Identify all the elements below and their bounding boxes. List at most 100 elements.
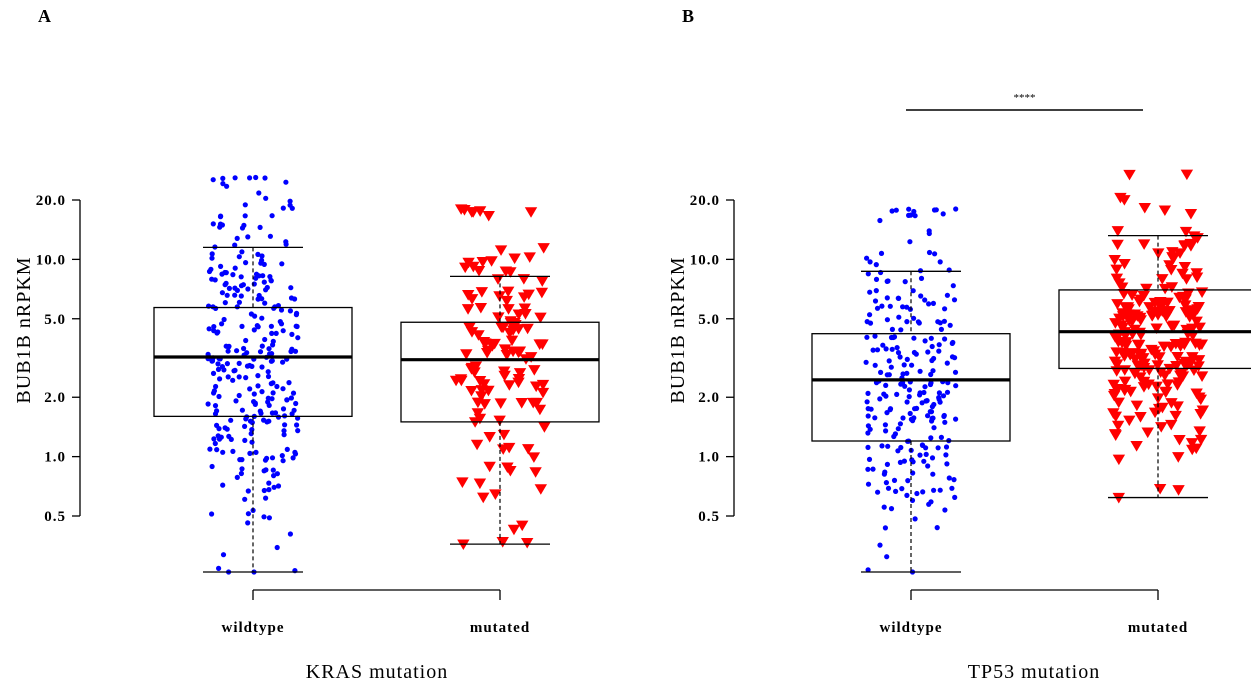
- data-point: [247, 418, 254, 424]
- x-category-label: wildtype: [879, 620, 942, 636]
- data-point: [220, 482, 226, 488]
- data-point: [255, 373, 261, 379]
- data-point: [454, 374, 468, 385]
- data-point: [212, 403, 219, 409]
- data-point: [894, 345, 900, 351]
- data-point: [209, 255, 215, 261]
- data-point: [918, 275, 925, 281]
- data-point: [269, 351, 275, 357]
- panel-a-letter: A: [38, 6, 51, 26]
- data-point: [935, 445, 941, 451]
- data-point: [472, 266, 486, 277]
- data-point: [271, 484, 277, 490]
- data-point: [911, 349, 918, 356]
- panel-a-x-axis: wildtype mutated: [221, 589, 529, 636]
- data-point: [501, 462, 514, 474]
- data-point: [211, 328, 217, 334]
- data-point: [908, 212, 914, 218]
- data-point: [496, 537, 509, 548]
- data-point: [950, 283, 956, 289]
- data-point: [245, 520, 251, 526]
- data-point: [1140, 283, 1153, 295]
- data-point: [230, 377, 236, 383]
- data-point: [220, 449, 226, 455]
- data-point: [1118, 258, 1131, 270]
- data-point: [1138, 202, 1151, 214]
- data-point: [214, 408, 220, 414]
- data-point: [507, 524, 521, 536]
- data-point: [213, 383, 219, 390]
- data-point: [221, 316, 227, 323]
- data-point: [233, 398, 239, 404]
- y-tick-label: 5.0: [44, 312, 66, 328]
- data-point: [936, 342, 942, 348]
- data-point: [941, 318, 948, 324]
- panel-a: A BUB1B nRPKM KRAS mutation 0.5 1.0 2.0 5.0…: [13, 6, 600, 683]
- data-point: [253, 449, 259, 455]
- data-point: [289, 411, 295, 417]
- panel-a-y-axis: 0.5 1.0 2.0 5.0 10.0 20.0: [36, 193, 81, 525]
- data-point: [1172, 452, 1185, 463]
- data-point: [921, 389, 927, 396]
- data-point: [492, 312, 505, 323]
- data-point: [247, 175, 253, 181]
- data-point: [884, 295, 890, 301]
- data-point: [255, 251, 261, 257]
- data-point: [870, 347, 876, 353]
- data-point: [224, 361, 230, 367]
- data-point: [942, 507, 948, 513]
- data-point: [534, 312, 547, 324]
- data-point: [953, 383, 959, 389]
- data-point: [287, 308, 293, 314]
- data-point: [219, 290, 225, 296]
- data-point: [538, 422, 551, 433]
- data-point: [883, 346, 889, 352]
- data-point: [947, 322, 953, 328]
- data-point: [929, 404, 936, 410]
- data-point: [1150, 381, 1163, 393]
- data-point: [243, 260, 249, 266]
- data-point: [1193, 322, 1206, 334]
- data-point: [1186, 323, 1199, 335]
- data-point: [245, 488, 251, 494]
- data-point: [889, 326, 896, 332]
- data-point: [884, 278, 890, 284]
- data-point: [930, 368, 936, 374]
- data-point: [922, 297, 928, 303]
- data-point: [1148, 407, 1162, 419]
- y-tick-label: 2.0: [698, 390, 720, 406]
- data-point: [289, 331, 295, 337]
- data-point: [1117, 289, 1131, 300]
- data-point: [257, 408, 263, 414]
- data-point: [252, 400, 258, 406]
- data-point: [262, 457, 269, 463]
- data-point: [537, 243, 550, 254]
- data-point: [911, 315, 917, 321]
- data-point: [930, 300, 937, 306]
- data-point: [865, 481, 872, 487]
- data-point: [1110, 273, 1124, 285]
- data-point: [904, 399, 910, 405]
- data-point: [265, 369, 271, 375]
- data-point: [248, 311, 254, 317]
- data-point: [239, 466, 245, 472]
- data-point: [259, 315, 265, 321]
- data-point: [472, 330, 485, 341]
- data-point: [287, 202, 293, 208]
- data-point: [943, 444, 950, 450]
- data-point: [867, 312, 873, 318]
- data-point: [270, 390, 276, 396]
- data-point: [284, 397, 290, 403]
- data-point: [937, 259, 943, 265]
- data-point: [249, 439, 255, 445]
- data-point: [1158, 205, 1172, 217]
- data-point: [925, 413, 931, 419]
- data-point: [517, 274, 531, 285]
- data-point: [944, 292, 951, 298]
- data-point: [517, 292, 531, 303]
- data-point: [1160, 386, 1173, 398]
- data-point: [897, 459, 904, 465]
- data-point: [911, 335, 917, 341]
- data-point: [209, 358, 215, 364]
- data-point: [223, 270, 229, 276]
